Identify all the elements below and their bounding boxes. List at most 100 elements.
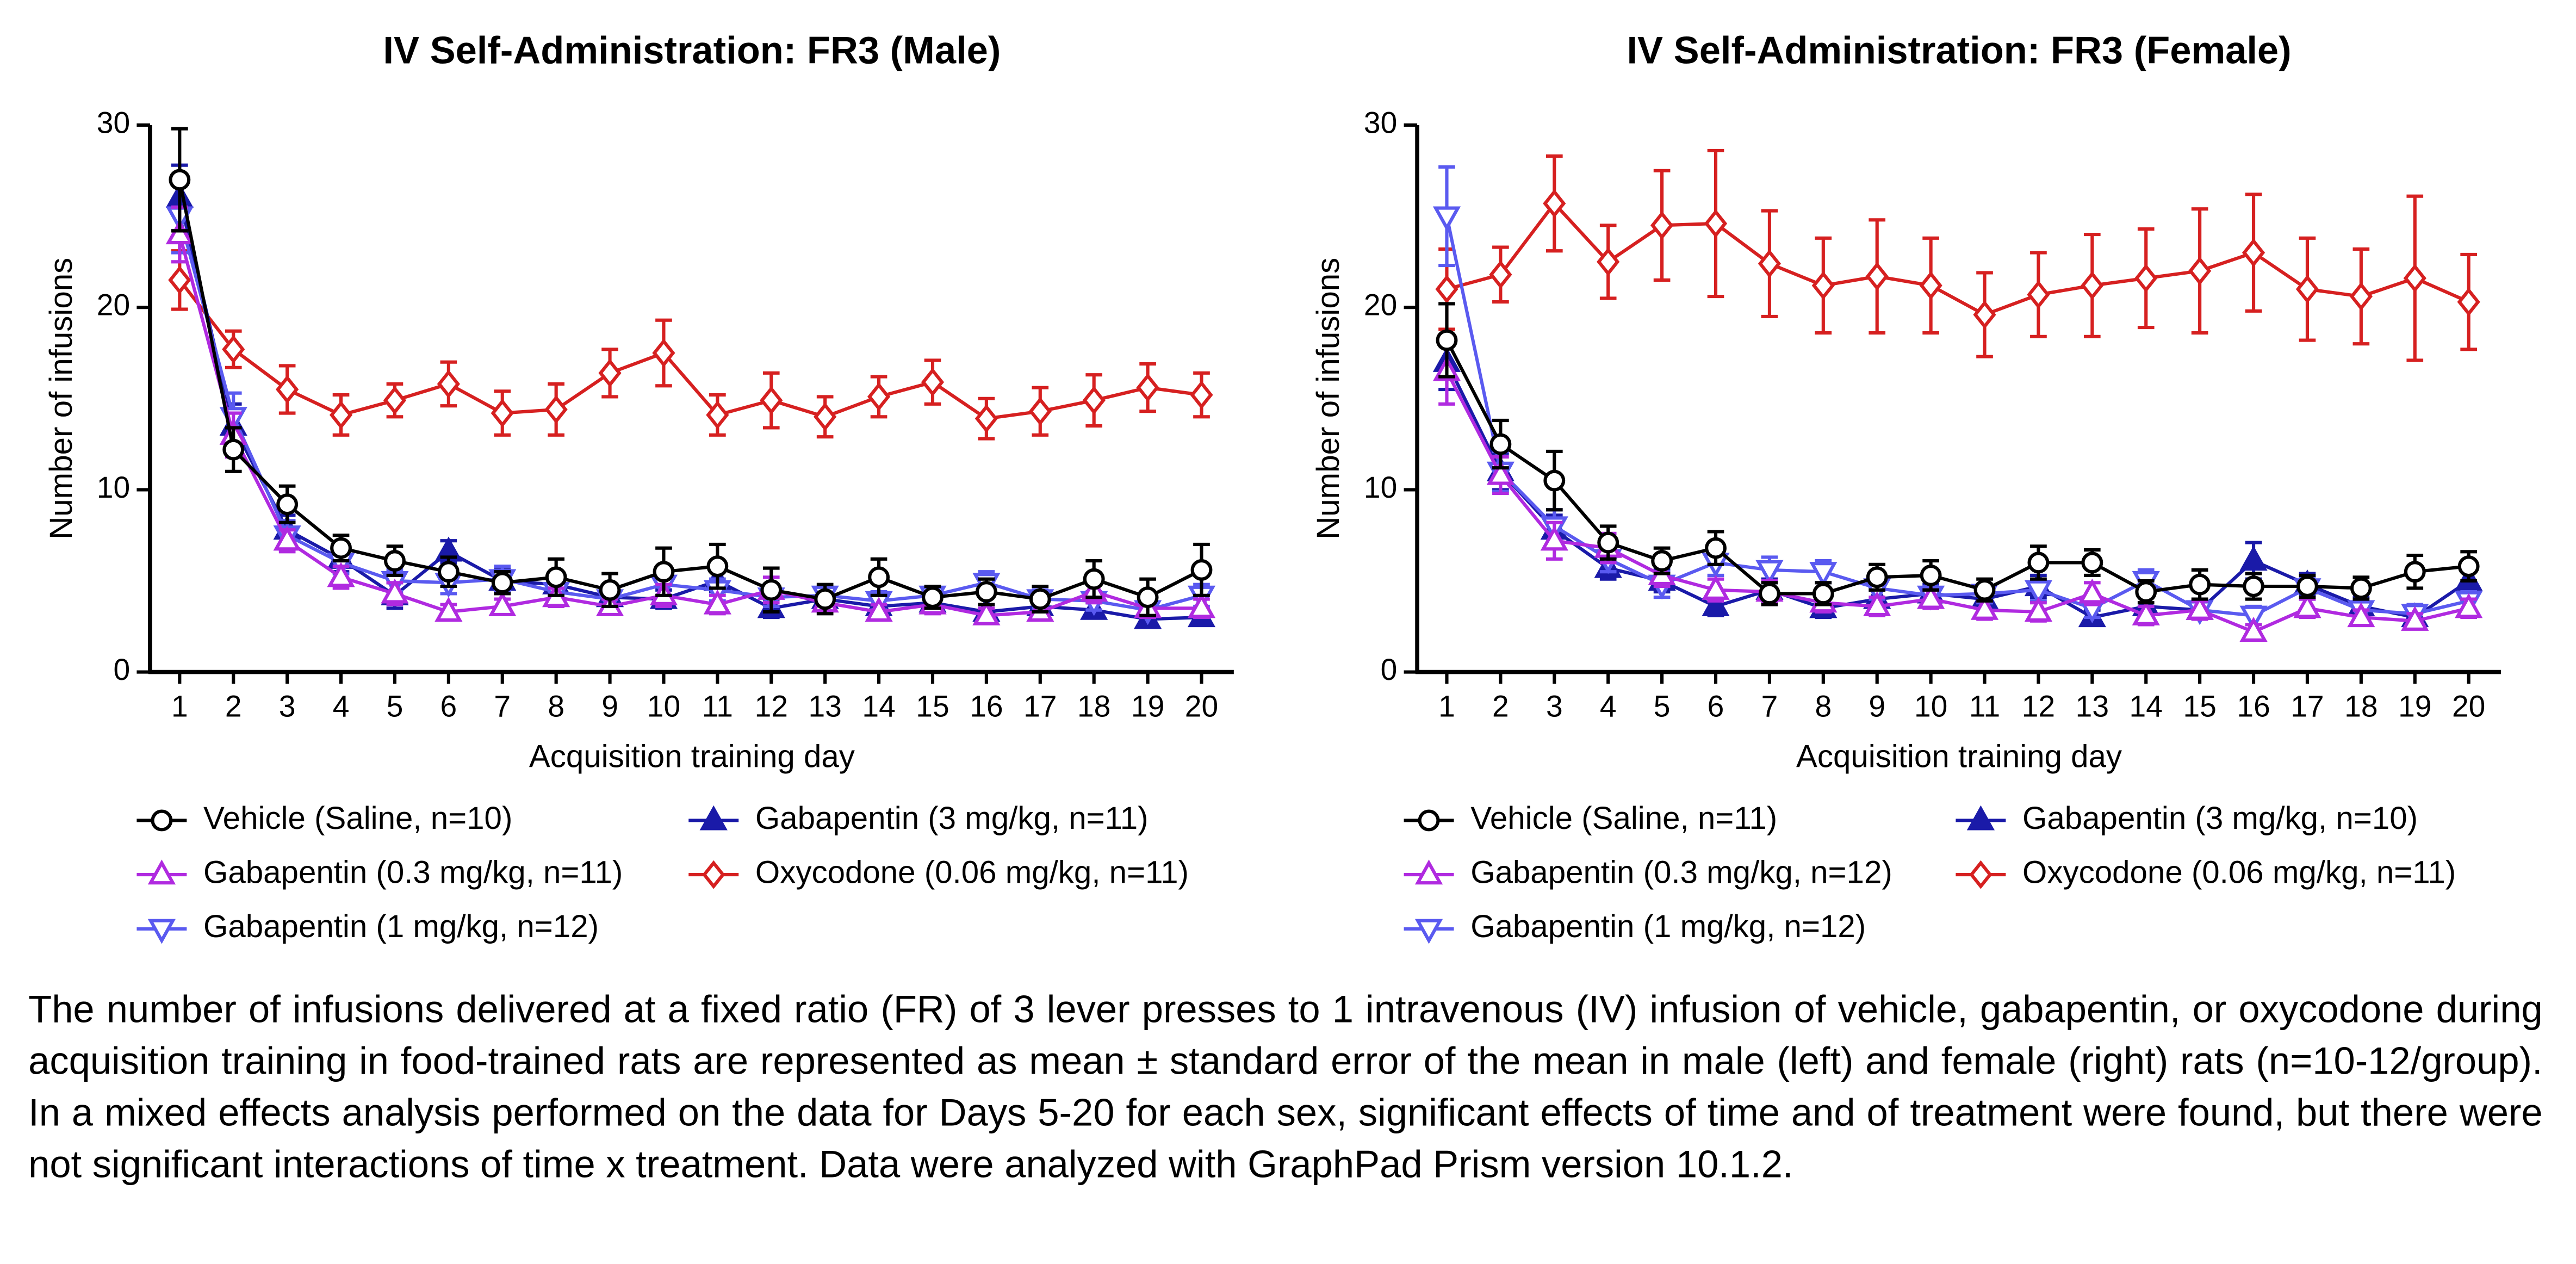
data-point — [2081, 552, 2103, 574]
x-tick-label: 17 — [1023, 690, 1057, 723]
legend-marker — [151, 809, 173, 832]
data-point — [165, 219, 194, 245]
data-point — [2135, 581, 2157, 603]
data-point — [2081, 271, 2104, 300]
legend-marker — [147, 919, 176, 944]
x-tick-label: 1 — [171, 690, 188, 723]
data-point — [329, 400, 353, 430]
data-point — [1190, 380, 1213, 410]
x-tick-label: 11 — [1969, 690, 2000, 723]
data-point — [1916, 584, 1945, 609]
data-point — [1432, 206, 1461, 232]
data-point — [922, 586, 944, 609]
data-point — [2243, 575, 2264, 597]
data-point — [437, 369, 460, 399]
data-point — [867, 382, 891, 411]
x-tick-label: 19 — [2398, 690, 2431, 723]
data-point — [2188, 256, 2212, 286]
data-point — [273, 525, 301, 551]
x-tick-label: 14 — [862, 690, 895, 723]
x-tick-label: 7 — [494, 690, 511, 723]
caption: The number of infusions delivered at a f… — [28, 987, 2543, 1186]
data-point — [1705, 537, 1727, 559]
data-point — [2239, 546, 2268, 571]
data-point — [1435, 275, 1458, 304]
x-tick-label: 17 — [2291, 690, 2324, 723]
y-tick-label: 20 — [97, 288, 130, 322]
x-tick-label: 16 — [2237, 690, 2270, 723]
data-point — [703, 589, 731, 615]
data-point — [1540, 525, 1568, 551]
x-tick-label: 6 — [1708, 690, 1724, 723]
y-axis-label: Number of infusions — [44, 258, 79, 540]
legend-label: Gabapentin (1 mg/kg, n=12) — [203, 909, 599, 944]
data-point — [865, 597, 893, 622]
data-point — [1919, 271, 1942, 300]
x-tick-label: 12 — [755, 690, 788, 723]
legend-marker — [147, 859, 176, 885]
data-point — [2404, 561, 2426, 583]
x-tick-label: 15 — [2183, 690, 2216, 723]
legend-label: Gabapentin (3 mg/kg, n=10) — [2022, 801, 2418, 836]
data-point — [488, 591, 517, 617]
legend-label: Oxycodone (0.06 mg/kg, n=11) — [2022, 855, 2456, 890]
data-point — [1029, 588, 1051, 610]
data-point — [1489, 260, 1512, 289]
y-tick-label: 20 — [1364, 288, 1397, 322]
x-tick-label: 8 — [1815, 690, 1832, 723]
data-point — [1436, 329, 1458, 351]
x-tick-label: 2 — [225, 690, 242, 723]
x-tick-label: 1 — [1438, 690, 1455, 723]
legend-label: Gabapentin (3 mg/kg, n=11) — [755, 801, 1149, 836]
y-tick-label: 0 — [1381, 653, 1398, 686]
charts: IV Self-Administration: FR3 (Male) Acquis… — [44, 29, 2501, 944]
x-tick-label: 12 — [2022, 690, 2055, 723]
y-tick-label: 10 — [97, 470, 130, 504]
data-point — [2024, 597, 2053, 622]
legend-label: Vehicle (Saline, n=11) — [1470, 801, 1777, 836]
data-point — [868, 566, 890, 588]
legend-label: Oxycodone (0.06 mg/kg, n=11) — [755, 855, 1189, 890]
data-point — [1702, 575, 1730, 600]
legend-label: Gabapentin (0.3 mg/kg, n=12) — [1470, 855, 1892, 890]
legend-marker — [1966, 805, 1995, 831]
x-tick-label: 8 — [548, 690, 564, 723]
data-point — [2349, 282, 2373, 311]
x-tick-label: 10 — [1914, 690, 1947, 723]
data-point — [1920, 565, 1942, 586]
data-point — [544, 395, 568, 424]
x-tick-label: 20 — [1185, 690, 1218, 723]
data-point — [384, 550, 406, 572]
series-line — [1446, 201, 2469, 317]
x-tick-label: 18 — [2344, 690, 2378, 723]
x-tick-label: 13 — [2076, 690, 2109, 723]
data-point — [760, 579, 783, 601]
x-tick-label: 9 — [601, 690, 618, 723]
data-point — [1597, 247, 1620, 276]
data-point — [2239, 617, 2268, 642]
data-point — [2027, 552, 2050, 574]
data-point — [1190, 559, 1213, 581]
legend-marker — [1969, 860, 1992, 889]
data-point — [2401, 605, 2429, 631]
data-point — [975, 581, 997, 603]
data-point — [2027, 280, 2050, 309]
data-point — [1489, 433, 1512, 455]
data-point — [974, 404, 998, 433]
legend-label: Gabapentin (1 mg/kg, n=12) — [1470, 909, 1866, 944]
x-tick-label: 3 — [279, 690, 296, 723]
legend-label: Gabapentin (0.3 mg/kg, n=11) — [203, 855, 623, 890]
data-point — [1811, 271, 1835, 300]
data-point — [222, 438, 245, 461]
x-tick-label: 13 — [808, 690, 841, 723]
x-tick-label: 10 — [647, 690, 680, 723]
data-point — [437, 561, 460, 583]
data-point — [1543, 469, 1566, 492]
data-point — [1758, 249, 1782, 278]
x-axis-label: Acquisition training day — [529, 739, 855, 774]
data-point — [381, 578, 409, 604]
x-tick-label: 11 — [702, 690, 733, 723]
chart-title: IV Self-Administration: FR3 (Male) — [383, 29, 1001, 72]
data-point — [2024, 580, 2053, 605]
